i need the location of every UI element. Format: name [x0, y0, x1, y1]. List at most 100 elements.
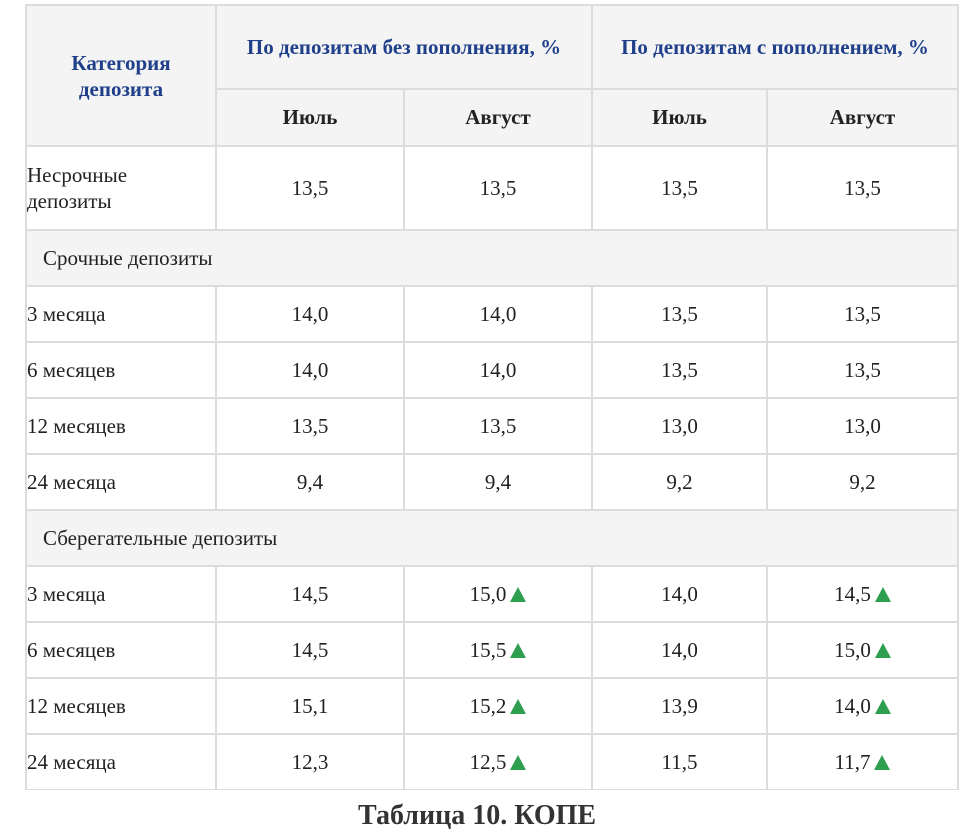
rate-cell: 13,5	[766, 285, 959, 343]
rate-value: 13,5	[479, 175, 517, 200]
header-row-groups: Категория депозита По депозитам без попо…	[25, 4, 959, 147]
triangle-up-icon	[874, 642, 891, 658]
rate-value: 14,0	[291, 357, 329, 382]
rate-cell: 13,0	[766, 397, 959, 455]
header-topup: По депозитам с пополнением, %	[591, 4, 959, 90]
row-label: 24 месяца	[25, 733, 217, 791]
row-label: 6 месяцев	[25, 621, 217, 679]
table-row: 3 месяца 14,5 15,0 14,0 14,5	[25, 565, 959, 623]
rate-value: 14,5	[291, 581, 329, 606]
table-row: 24 месяца 9,4 9,4 9,2 9,2	[25, 453, 959, 511]
rate-cell: 15,1	[215, 677, 405, 735]
rate-value: 14,0	[661, 581, 698, 606]
rate-value: 9,2	[666, 469, 693, 494]
rate-value: 9,4	[484, 469, 512, 494]
rate-value: 13,0	[661, 413, 698, 438]
rate-value: 13,5	[291, 413, 329, 438]
rate-value: 11,7	[834, 749, 871, 774]
rate-value: 13,5	[844, 175, 881, 200]
triangle-up-icon	[510, 642, 527, 658]
triangle-up-icon	[874, 586, 891, 602]
rate-value: 15,1	[291, 693, 329, 718]
rate-cell: 14,5	[215, 621, 405, 679]
rate-cell: 13,5	[591, 341, 768, 399]
rate-cell: 13,5	[403, 397, 593, 455]
table-row: Несрочные депозиты 13,5 13,5 13,5 13,5	[25, 145, 959, 231]
rate-value: 13,5	[661, 357, 698, 382]
table-row: 6 месяцев 14,5 15,5 14,0 15,0	[25, 621, 959, 679]
rate-value: 14,0	[479, 301, 517, 326]
triangle-up-icon	[510, 698, 527, 714]
table-row: 3 месяца 14,0 14,0 13,5 13,5	[25, 285, 959, 343]
rate-cell: 14,0	[215, 341, 405, 399]
header-august-no-topup: Август	[403, 88, 593, 147]
rate-cell: 14,0	[215, 285, 405, 343]
rate-cell: 13,5	[591, 145, 768, 231]
deposit-rates-table: Категория депозита По депозитам без попо…	[25, 4, 959, 791]
table-caption-cut: Таблица 10. КОПЕ	[358, 800, 597, 831]
rate-value: 12,3	[291, 749, 329, 774]
rate-cell: 14,0	[403, 285, 593, 343]
rate-value: 14,0	[661, 637, 698, 662]
row-label: 6 месяцев	[25, 341, 217, 399]
rate-cell: 15,5	[403, 621, 593, 679]
row-label: 3 месяца	[25, 565, 217, 623]
rate-cell: 13,5	[215, 145, 405, 231]
rate-value: 15,2	[469, 693, 507, 718]
header-july-no-topup: Июль	[215, 88, 405, 147]
rate-cell: 9,2	[766, 453, 959, 511]
row-label: 12 месяцев	[25, 397, 217, 455]
header-category: Категория депозита	[25, 4, 217, 147]
rate-cell: 13,5	[766, 341, 959, 399]
rate-value: 14,0	[291, 301, 329, 326]
cutoff-area	[0, 790, 980, 815]
rate-cell: 14,5	[766, 565, 959, 623]
rate-value: 13,5	[844, 301, 881, 326]
rate-cell: 13,9	[591, 677, 768, 735]
rate-value: 13,5	[844, 357, 881, 382]
group-label: Сберегательные депозиты	[25, 509, 959, 567]
triangle-up-icon	[510, 586, 527, 602]
row-label: 3 месяца	[25, 285, 217, 343]
rate-value: 9,2	[849, 469, 876, 494]
header-august-topup: Август	[766, 88, 959, 147]
rate-cell: 12,5	[403, 733, 593, 791]
rate-cell: 15,2	[403, 677, 593, 735]
group-label: Срочные депозиты	[25, 229, 959, 287]
rate-value: 9,4	[296, 469, 324, 494]
table-row: 24 месяца 12,3 12,5 11,5 11,7	[25, 733, 959, 791]
rate-cell: 13,5	[766, 145, 959, 231]
rate-value: 11,5	[661, 749, 698, 774]
rate-cell: 13,5	[591, 285, 768, 343]
group-row: Срочные депозиты	[25, 229, 959, 287]
table-body: Несрочные депозиты 13,5 13,5 13,5 13,5 Срочны…	[25, 145, 959, 791]
rate-cell: 13,5	[215, 397, 405, 455]
rate-value: 14,0	[834, 693, 871, 718]
table-row: 6 месяцев 14,0 14,0 13,5 13,5	[25, 341, 959, 399]
rate-cell: 11,5	[591, 733, 768, 791]
rate-cell: 12,3	[215, 733, 405, 791]
rate-value: 13,5	[291, 175, 329, 200]
rate-value: 14,5	[834, 581, 871, 606]
rate-cell: 15,0	[403, 565, 593, 623]
table-row: 12 месяцев 15,1 15,2 13,9 14,0	[25, 677, 959, 735]
rate-cell: 14,0	[591, 565, 768, 623]
rate-cell: 9,4	[403, 453, 593, 511]
rate-cell: 14,0	[766, 677, 959, 735]
rate-cell: 9,2	[591, 453, 768, 511]
triangle-up-icon	[874, 698, 891, 714]
row-label: 12 месяцев	[25, 677, 217, 735]
table-row: 12 месяцев 13,5 13,5 13,0 13,0	[25, 397, 959, 455]
header-no-topup: По депозитам без пополнения, %	[215, 4, 593, 90]
header-july-topup: Июль	[591, 88, 768, 147]
rate-value: 15,0	[469, 581, 507, 606]
triangle-up-icon	[874, 754, 891, 770]
row-label: Несрочные депозиты	[25, 145, 217, 231]
rate-value: 15,0	[834, 637, 871, 662]
rate-cell: 11,7	[766, 733, 959, 791]
rate-value: 14,5	[291, 637, 329, 662]
rate-cell: 15,0	[766, 621, 959, 679]
row-label: 24 месяца	[25, 453, 217, 511]
rate-cell: 9,4	[215, 453, 405, 511]
rate-value: 13,5	[661, 301, 698, 326]
